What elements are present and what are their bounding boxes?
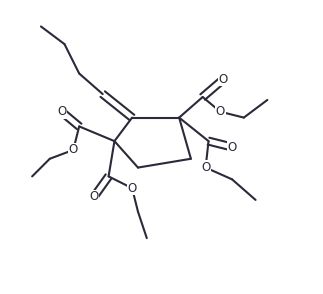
Text: O: O [89, 191, 99, 203]
Text: O: O [216, 105, 225, 118]
Text: O: O [201, 161, 210, 174]
Text: O: O [227, 141, 237, 153]
Text: O: O [219, 73, 228, 86]
Text: O: O [57, 105, 66, 118]
Text: O: O [69, 143, 78, 156]
Text: O: O [128, 182, 137, 195]
